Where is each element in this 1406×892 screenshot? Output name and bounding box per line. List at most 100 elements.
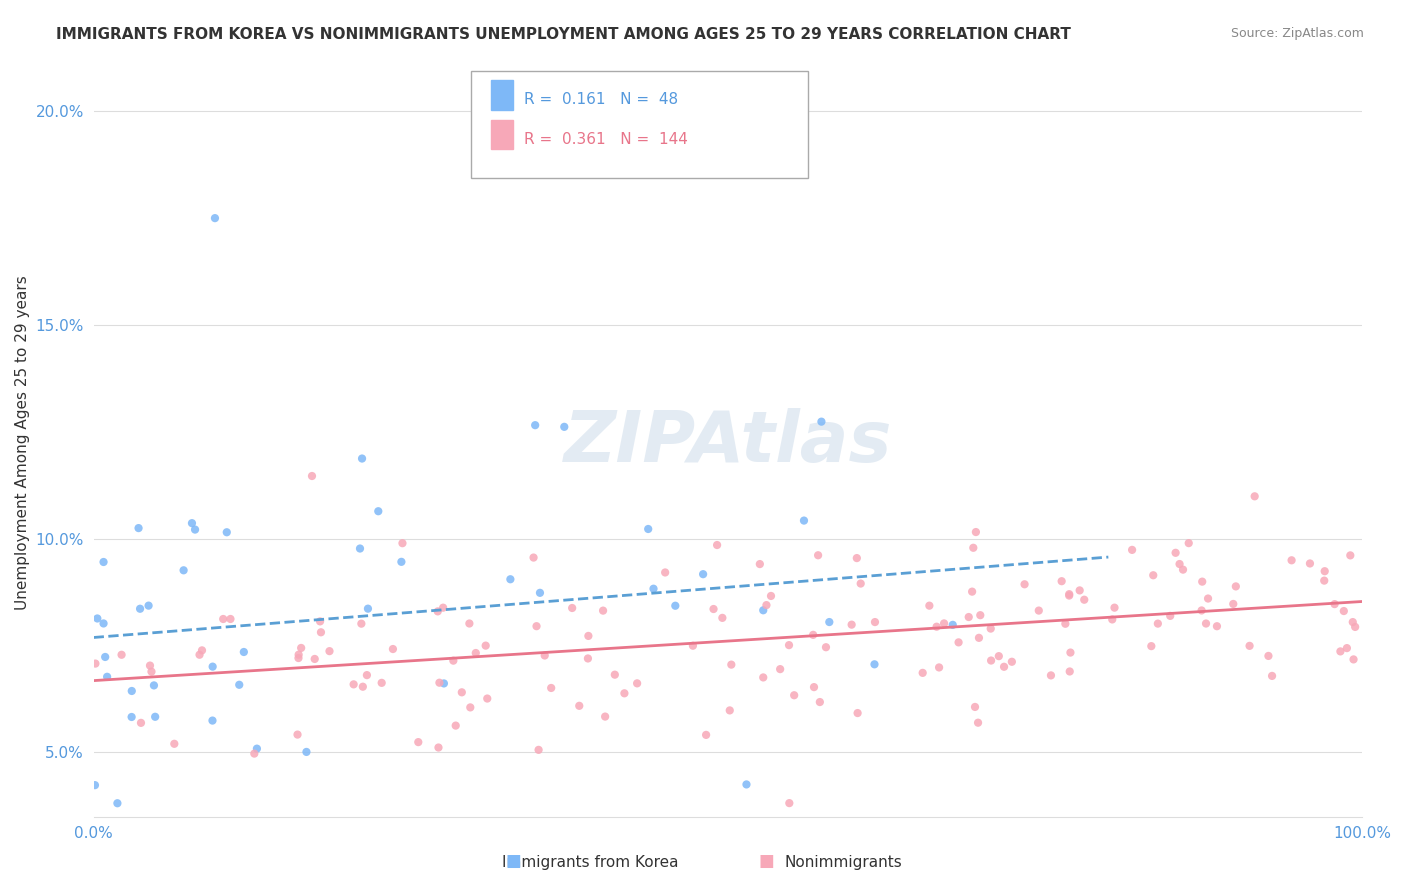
Point: [96, 670, 118, 684]
Point: [143, 710, 166, 724]
Point: [654, 566, 676, 580]
Point: [1104, 600, 1126, 615]
Point: [389, 555, 412, 569]
Point: [1057, 587, 1080, 601]
Point: [846, 706, 869, 720]
Point: [568, 698, 591, 713]
Point: [201, 714, 224, 728]
Point: [1261, 669, 1284, 683]
Point: [1222, 597, 1244, 611]
Point: [1195, 616, 1218, 631]
Point: [524, 418, 547, 433]
Text: Nonimmigrants: Nonimmigrants: [785, 855, 903, 870]
Point: [1159, 608, 1181, 623]
Point: [1339, 549, 1361, 563]
Point: [529, 586, 551, 600]
Point: [370, 676, 392, 690]
Point: [1225, 579, 1247, 593]
Point: [1001, 655, 1024, 669]
Point: [121, 710, 143, 724]
Point: [1239, 639, 1261, 653]
Point: [408, 735, 430, 749]
Point: [793, 514, 815, 528]
Point: [1323, 597, 1346, 611]
Point: [1147, 616, 1170, 631]
Point: [801, 628, 824, 642]
Point: [1059, 646, 1081, 660]
Point: [450, 685, 472, 699]
Point: [637, 522, 659, 536]
Point: [1313, 574, 1336, 588]
Point: [748, 557, 770, 571]
Point: [309, 615, 332, 629]
Point: [957, 610, 980, 624]
Point: [1191, 603, 1213, 617]
Point: [553, 420, 575, 434]
Point: [464, 646, 486, 660]
Point: [810, 415, 832, 429]
Point: [474, 639, 496, 653]
Point: [84, 778, 107, 792]
Point: [477, 691, 499, 706]
Point: [367, 504, 389, 518]
Point: [93, 555, 115, 569]
Point: [204, 211, 226, 226]
Point: [603, 667, 626, 681]
Point: [1343, 652, 1365, 666]
Point: [1142, 568, 1164, 582]
Point: [814, 640, 837, 655]
Text: ZIPAtlas: ZIPAtlas: [564, 408, 891, 477]
Point: [290, 640, 312, 655]
Point: [807, 548, 830, 562]
Point: [960, 584, 983, 599]
Point: [381, 642, 404, 657]
Point: [1313, 564, 1336, 578]
Point: [138, 599, 160, 613]
Point: [993, 660, 1015, 674]
Point: [219, 612, 242, 626]
Point: [967, 715, 990, 730]
Point: [702, 602, 724, 616]
Point: [1197, 591, 1219, 606]
Point: [139, 658, 162, 673]
Text: ■: ■: [758, 852, 775, 870]
Point: [135, 821, 157, 835]
Point: [778, 638, 800, 652]
Point: [759, 589, 782, 603]
Point: [695, 728, 717, 742]
Point: [426, 604, 449, 618]
Point: [533, 648, 555, 663]
Point: [1329, 644, 1351, 658]
Point: [184, 523, 207, 537]
Point: [863, 615, 886, 629]
Point: [863, 657, 886, 672]
Point: [94, 650, 117, 665]
Point: [343, 677, 366, 691]
Point: [433, 676, 456, 690]
Point: [682, 639, 704, 653]
Point: [142, 678, 165, 692]
Point: [808, 695, 831, 709]
Point: [163, 737, 186, 751]
Point: [849, 576, 872, 591]
Point: [350, 616, 373, 631]
Point: [963, 700, 986, 714]
Point: [215, 525, 238, 540]
Point: [692, 567, 714, 582]
Point: [818, 615, 841, 629]
Point: [1191, 574, 1213, 589]
Point: [752, 603, 775, 617]
Point: [349, 541, 371, 556]
Point: [441, 654, 464, 668]
Point: [613, 686, 636, 700]
Point: [228, 678, 250, 692]
Point: [735, 777, 758, 791]
Point: [129, 715, 152, 730]
Point: [932, 616, 955, 631]
Point: [576, 651, 599, 665]
Point: [84, 657, 107, 671]
Point: [1050, 574, 1073, 589]
Point: [1341, 615, 1364, 629]
Point: [948, 635, 970, 649]
Point: [357, 601, 380, 615]
